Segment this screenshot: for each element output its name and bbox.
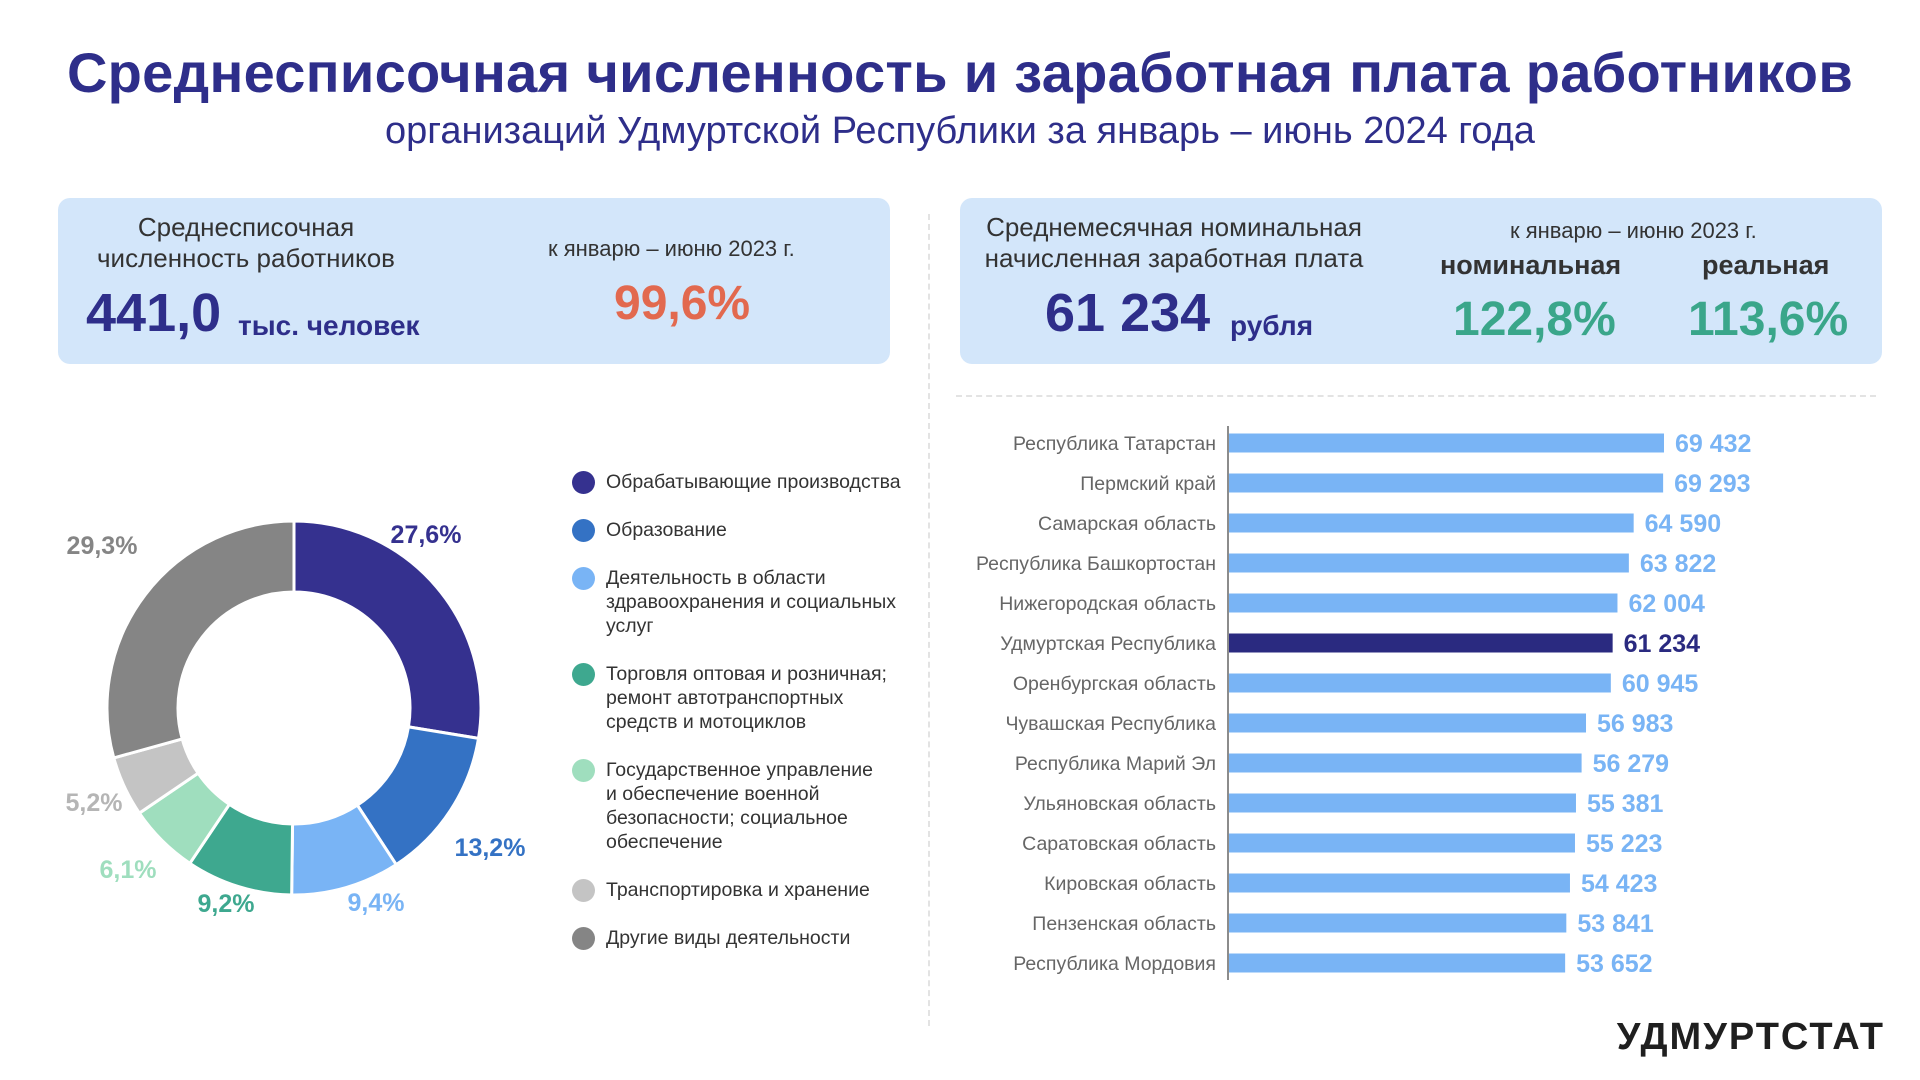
- page-title: Среднесписочная численность и заработная…: [66, 41, 1854, 104]
- salary-bar: [1229, 553, 1629, 573]
- bar-category-label: Пензенская область: [1032, 913, 1216, 935]
- salary-bar: [1229, 673, 1611, 693]
- salary-label-line2: начисленная заработная плата: [984, 243, 1364, 273]
- bar-category-label: Саратовская область: [1022, 833, 1216, 855]
- employees-compare-value: 99,6%: [614, 277, 751, 330]
- bar-category-label: Кировская область: [1044, 873, 1216, 895]
- nominal-value: 122,8%: [1453, 293, 1616, 346]
- real-value: 113,6%: [1688, 293, 1849, 346]
- legend-item: Государственное управление и обеспечение …: [572, 758, 932, 854]
- bar-value-label: 64 590: [1645, 510, 1721, 538]
- bar-category-label: Удмуртская Республика: [1000, 633, 1216, 655]
- salary-bar: [1229, 713, 1587, 733]
- bar-category-label: Республика Башкортостан: [976, 553, 1216, 575]
- bar-category-label: Оренбургская область: [1013, 673, 1216, 695]
- legend-label: Деятельность в области здравоохранения и …: [606, 567, 896, 637]
- bar-category-label: Республика Татарстан: [1013, 433, 1216, 455]
- salary-bar: [1229, 513, 1634, 533]
- legend-item: Обрабатывающие производства: [572, 470, 932, 494]
- bar-category-label: Пермский край: [1080, 473, 1216, 495]
- legend-item: Деятельность в области здравоохранения и …: [572, 566, 932, 638]
- bar-value-label: 69 293: [1674, 470, 1750, 498]
- legend-label: Образование: [606, 519, 727, 541]
- legend-label: Обрабатывающие производства: [606, 471, 901, 493]
- salary-bar: [1229, 793, 1576, 813]
- legend-swatch: [572, 471, 595, 494]
- salary-bar: [1229, 433, 1664, 453]
- page-subtitle: организаций Удмуртской Республики за янв…: [385, 110, 1535, 152]
- legend-swatch: [572, 927, 595, 950]
- salary-compare-label: к январю – июню 2023 г.: [1510, 218, 1757, 243]
- bar-value-label: 63 822: [1640, 550, 1716, 578]
- legend-label: Торговля оптовая и розничная; ремонт авто…: [606, 663, 887, 733]
- industry-donut-chart: 27,6% 13,2% 9,4% 9,2% 6,1% 5,2% 29,3%: [66, 519, 526, 918]
- donut-slice-label: 6,1%: [100, 856, 157, 884]
- legend-swatch: [572, 663, 595, 686]
- donut-slice-label: 9,4%: [348, 889, 405, 917]
- bar-value-label: 60 945: [1622, 670, 1699, 698]
- legend-item: Образование: [572, 518, 932, 542]
- bar-value-label: 69 432: [1675, 430, 1751, 458]
- legend-swatch: [572, 567, 595, 590]
- donut-slice-label: 5,2%: [66, 789, 123, 817]
- bar-value-label: 54 423: [1581, 870, 1657, 898]
- salary-bar: [1229, 953, 1566, 973]
- employees-unit: тыс. человек: [238, 310, 420, 341]
- employees-compare-label: к январю – июню 2023 г.: [548, 236, 795, 261]
- salary-bar: [1229, 833, 1575, 853]
- bar-value-label: 56 279: [1593, 750, 1669, 778]
- real-label: реальная: [1702, 250, 1830, 280]
- bar-category-label: Нижегородская область: [999, 593, 1216, 615]
- bar-category-label: Ульяновская область: [1023, 793, 1216, 815]
- bar-category-label: Самарская область: [1038, 513, 1216, 535]
- legend-swatch: [572, 879, 595, 902]
- vertical-divider: [928, 214, 930, 1026]
- bar-category-label: Республика Мордовия: [1013, 953, 1216, 975]
- employees-value: 441,0: [86, 283, 222, 343]
- salary-label-line1: Среднемесячная номинальная: [986, 212, 1362, 242]
- salary-bar: [1229, 473, 1664, 493]
- legend-label: Транспортировка и хранение: [606, 879, 870, 901]
- salary-bar: [1229, 633, 1613, 653]
- donut-slice-label: 27,6%: [391, 521, 462, 549]
- bar-category-label: Республика Марий Эл: [1015, 753, 1216, 775]
- regional-salary-bar-chart: Республика Татарстан 69 432 Пермский край 6…: [976, 426, 1751, 980]
- horizontal-divider: [956, 395, 1876, 397]
- salary-bar: [1229, 873, 1570, 893]
- donut-slice-label: 9,2%: [198, 890, 255, 918]
- legend-item: Торговля оптовая и розничная; ремонт авто…: [572, 662, 932, 734]
- bar-category-label: Чувашская Республика: [1005, 713, 1216, 735]
- donut-slice: [292, 519, 483, 741]
- nominal-label: номинальная: [1440, 250, 1622, 280]
- legend-swatch: [572, 519, 595, 542]
- salary-value: 61 234: [1045, 283, 1211, 343]
- bar-value-label: 55 381: [1587, 790, 1664, 818]
- donut-slice-label: 29,3%: [67, 532, 138, 560]
- salary-card: Среднемесячная номинальная начисленная з…: [960, 198, 1882, 364]
- bar-value-label: 53 841: [1577, 910, 1654, 938]
- salary-unit: рубля: [1230, 310, 1314, 341]
- legend-item: Другие виды деятельности: [572, 926, 932, 950]
- bar-value-label: 53 652: [1576, 950, 1652, 978]
- donut-slice: [105, 519, 296, 760]
- employees-label-line1: Среднесписочная: [137, 212, 355, 242]
- bar-value-label: 55 223: [1586, 830, 1662, 858]
- legend-swatch: [572, 759, 595, 782]
- salary-label: Среднемесячная номинальная начисленная з…: [974, 212, 1374, 274]
- employees-label: Среднесписочная численность работников: [76, 212, 416, 274]
- legend-label: Другие виды деятельности: [606, 927, 851, 949]
- donut-slice-label: 13,2%: [455, 834, 526, 862]
- salary-bar: [1229, 593, 1618, 613]
- bar-value-label: 61 234: [1624, 630, 1701, 658]
- udmurtstat-logo: УДМУРТСТАТ: [1616, 1016, 1885, 1058]
- employees-label-line2: численность работников: [97, 243, 395, 273]
- legend-item: Транспортировка и хранение: [572, 878, 932, 902]
- salary-bar: [1229, 913, 1567, 933]
- employees-card: Среднесписочная численность работников 4…: [58, 198, 890, 364]
- salary-bar: [1229, 753, 1582, 773]
- bar-value-label: 56 983: [1597, 710, 1673, 738]
- bar-value-label: 62 004: [1628, 590, 1705, 618]
- legend-label: Государственное управление и обеспечение …: [606, 759, 873, 853]
